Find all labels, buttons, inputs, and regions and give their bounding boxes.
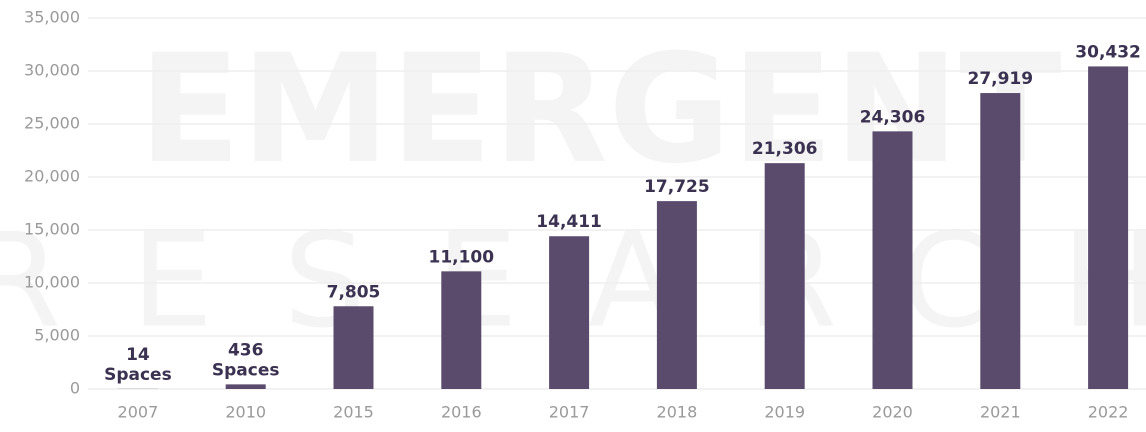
x-tick-label: 2022	[1088, 403, 1129, 422]
x-tick-label: 2017	[549, 403, 590, 422]
y-tick-label: 30,000	[24, 61, 80, 80]
bar	[334, 306, 374, 389]
y-tick-label: 10,000	[24, 273, 80, 292]
x-tick-label: 2020	[872, 403, 913, 422]
bar	[980, 93, 1020, 389]
y-tick-label: 15,000	[24, 220, 80, 239]
bar	[549, 236, 589, 389]
bar	[765, 163, 805, 389]
x-tick-label: 2015	[333, 403, 374, 422]
x-tick-label: 2018	[657, 403, 698, 422]
bar	[657, 201, 697, 389]
bar	[1088, 66, 1128, 389]
x-tick-label: 2021	[980, 403, 1021, 422]
y-tick-label: 0	[70, 379, 80, 398]
value-label: 7,805	[327, 282, 381, 302]
value-label: 30,432	[1075, 42, 1141, 62]
x-tick-label: 2016	[441, 403, 482, 422]
x-tick-label: 2010	[225, 403, 266, 422]
y-tick-label: 20,000	[24, 167, 80, 186]
y-tick-label: 35,000	[24, 8, 80, 27]
bar	[441, 271, 481, 389]
value-label: 17,725	[644, 177, 710, 197]
value-label: 11,100	[428, 247, 494, 267]
x-tick-label: 2007	[118, 403, 159, 422]
value-label: 21,306	[752, 139, 818, 159]
bar	[226, 384, 266, 389]
value-label: 24,306	[860, 107, 926, 127]
value-label: 27,919	[967, 69, 1033, 89]
x-tick-label: 2019	[764, 403, 805, 422]
y-tick-label: 25,000	[24, 114, 80, 133]
value-label: 14,411	[536, 212, 602, 232]
y-tick-label: 5,000	[34, 326, 80, 345]
bar	[873, 131, 913, 389]
